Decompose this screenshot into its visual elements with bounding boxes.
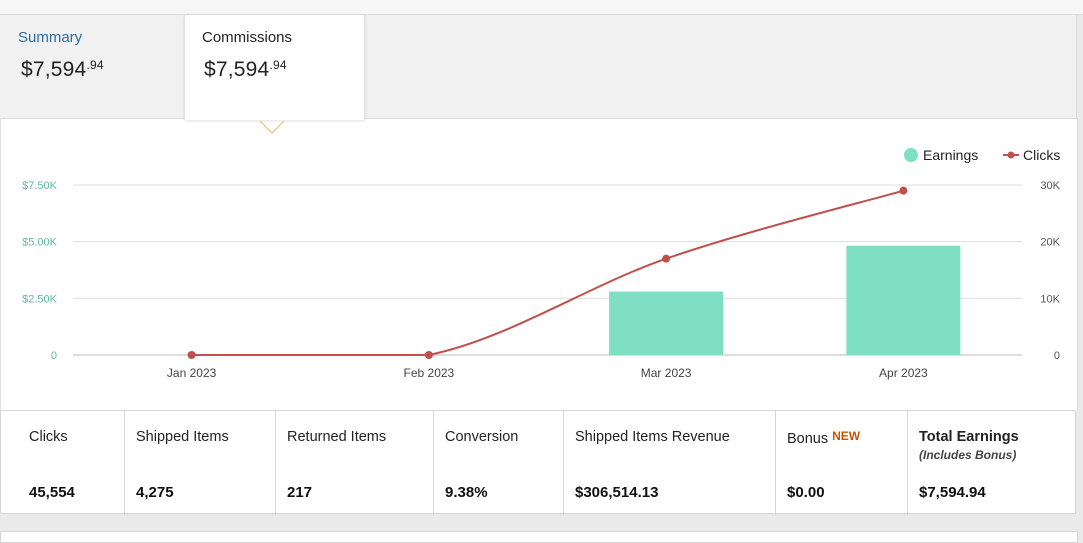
selected-tab-caret-icon	[259, 120, 285, 134]
stats-bar: Clicks 45,554 Shipped Items 4,275 Return…	[0, 410, 1077, 515]
stat-shipped-items-revenue-label: Shipped Items Revenue	[575, 429, 730, 445]
stat-shipped-items-label: Shipped Items	[136, 429, 229, 445]
right-axis-tick-label: 10K	[1040, 293, 1060, 305]
stat-conversion-value: 9.38%	[445, 484, 488, 501]
clicks-point	[187, 351, 196, 359]
stat-bonus-value: $0.00	[787, 484, 825, 501]
next-section-card	[0, 531, 1078, 543]
clicks-point	[899, 186, 908, 195]
tab-summary-amount-main: $7,594	[21, 58, 87, 81]
stat-returned-items: Returned Items 217	[276, 411, 434, 515]
clicks-point	[424, 351, 433, 359]
left-axis-tick-label: $7.50K	[22, 180, 58, 192]
tab-commissions-label: Commissions	[202, 29, 293, 46]
tab-summary[interactable]: Summary $7,594.94	[0, 15, 183, 118]
stat-returned-items-label: Returned Items	[287, 429, 387, 445]
stat-clicks-label: Clicks	[29, 429, 68, 445]
stat-shipped-items-revenue-value: $306,514.13	[575, 484, 659, 501]
stat-returned-items-value: 217	[287, 484, 313, 501]
x-axis-tick-label: Feb 2023	[404, 366, 455, 380]
stat-bonus: Bonus NEW $0.00	[776, 411, 908, 515]
clicks-point	[662, 254, 671, 263]
stat-shipped-items: Shipped Items 4,275	[125, 411, 276, 515]
tab-summary-amount: $7,594.94	[21, 58, 104, 82]
new-badge: NEW	[832, 429, 861, 443]
legend-earnings-label: Earnings	[923, 147, 978, 163]
stat-shipped-items-value: 4,275	[136, 484, 174, 501]
stat-bonus-label: Bonus NEW	[787, 429, 860, 447]
tab-summary-amount-cents: .94	[86, 58, 104, 72]
stat-total-earnings-label: Total Earnings	[919, 429, 1019, 445]
x-axis-tick-label: Mar 2023	[641, 366, 692, 380]
stat-total-earnings-value: $7,594.94	[919, 484, 986, 501]
earnings-clicks-chart: 0 0 $2.50K 10K $5.00K 20K $7.50K 30K Jan 2023 Fe…	[22, 120, 1061, 380]
tab-commissions-amount: $7,594.94	[204, 58, 287, 82]
right-axis-tick-label: 20K	[1040, 237, 1060, 249]
legend-clicks-marker	[1007, 151, 1015, 159]
stat-clicks: Clicks 45,554	[1, 411, 125, 515]
clicks-line	[191, 189, 904, 356]
left-axis-tick-label: $2.50K	[22, 293, 58, 305]
x-axis-tick-label: Jan 2023	[167, 366, 217, 380]
top-strip	[0, 0, 1083, 15]
stat-conversion: Conversion 9.38%	[434, 411, 564, 515]
earnings-bar	[609, 291, 724, 355]
right-axis-tick-label: 30K	[1040, 180, 1060, 192]
legend-clicks-label: Clicks	[1023, 147, 1060, 163]
tab-commissions[interactable]: Commissions $7,594.94	[184, 15, 365, 120]
stat-shipped-items-revenue: Shipped Items Revenue $306,514.13	[564, 411, 776, 515]
chart-card: 0 0 $2.50K 10K $5.00K 20K $7.50K 30K Jan 2023 Fe…	[0, 118, 1078, 411]
earnings-bar	[846, 245, 961, 355]
stat-conversion-label: Conversion	[445, 429, 519, 445]
stat-total-earnings-sublabel: (Includes Bonus)	[919, 448, 1017, 462]
tab-commissions-amount-main: $7,594	[204, 58, 270, 81]
stat-bonus-label-text: Bonus	[787, 431, 829, 447]
x-axis-tick-label: Apr 2023	[879, 366, 928, 380]
left-axis-tick-label: 0	[51, 350, 57, 362]
left-axis-tick-label: $5.00K	[22, 237, 58, 249]
tab-summary-label: Summary	[18, 29, 83, 46]
stat-clicks-value: 45,554	[29, 484, 75, 501]
tab-commissions-amount-cents: .94	[269, 58, 287, 72]
summary-tabs: Summary $7,594.94 Commissions $7,594.94	[0, 15, 1077, 120]
stat-total-earnings: Total Earnings (Includes Bonus) $7,594.9…	[908, 411, 1077, 515]
right-axis-tick-label: 0	[1054, 350, 1060, 362]
legend-earnings-swatch	[904, 148, 918, 162]
